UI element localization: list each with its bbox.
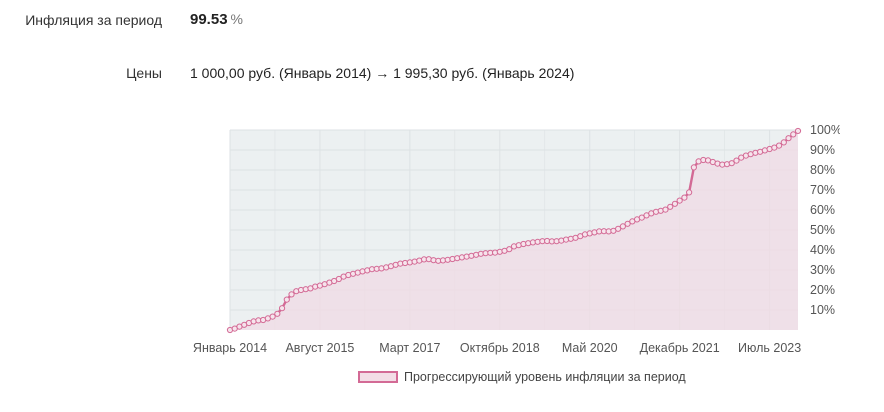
inflation-unit: % bbox=[230, 11, 243, 27]
x-tick-label: Июль 2023 bbox=[738, 341, 801, 355]
legend-swatch bbox=[358, 371, 398, 383]
prices-text: 1 000,00 руб. (Январь 2014) → 1 995,30 р… bbox=[190, 65, 575, 81]
data-point bbox=[690, 164, 697, 171]
series-area bbox=[230, 130, 798, 330]
data-point bbox=[775, 142, 783, 149]
data-point bbox=[686, 189, 693, 196]
inflation-chart-svg: 10% 20% 30% 40% 50% 60% 70% 80% 90% 100% Январь 20… bbox=[193, 123, 842, 355]
inflation-chart: 10% 20% 30% 40% 50% 60% 70% 80% 90% 100% Январь 20… bbox=[180, 118, 842, 408]
y-tick-label: 30% bbox=[810, 263, 835, 277]
data-point bbox=[615, 225, 622, 232]
y-tick-label: 50% bbox=[810, 223, 835, 237]
data-point bbox=[506, 246, 513, 253]
x-tick-label: Январь 2014 bbox=[193, 341, 267, 355]
y-tick-label: 60% bbox=[810, 203, 835, 217]
y-tick-label: 80% bbox=[810, 163, 835, 177]
y-tick-label: 70% bbox=[810, 183, 835, 197]
data-point bbox=[283, 296, 290, 303]
inflation-result: 99.53% bbox=[190, 11, 243, 28]
data-point bbox=[728, 160, 735, 167]
data-point bbox=[667, 203, 674, 210]
chart-legend[interactable]: Прогрессирующий уровень инфляции за пери… bbox=[358, 370, 686, 384]
x-tick-label: Октябрь 2018 bbox=[460, 341, 540, 355]
data-point bbox=[671, 200, 679, 207]
y-tick-label: 100% bbox=[810, 123, 840, 137]
inflation-label: Инфляция за период bbox=[25, 12, 162, 28]
x-tick-label: Март 2017 bbox=[379, 341, 440, 355]
x-tick-label: Май 2020 bbox=[562, 341, 618, 355]
data-point bbox=[288, 291, 295, 298]
data-point bbox=[794, 127, 802, 135]
data-point bbox=[676, 197, 683, 204]
inflation-value: 99.53 bbox=[190, 11, 228, 28]
data-point bbox=[780, 139, 787, 146]
y-tick-label: 40% bbox=[810, 243, 835, 257]
data-point bbox=[274, 310, 281, 317]
data-point bbox=[335, 275, 342, 283]
prices-label: Цены bbox=[126, 65, 162, 81]
data-point bbox=[619, 223, 626, 230]
data-point bbox=[269, 313, 276, 320]
legend-label: Прогрессирующий уровень инфляции за пери… bbox=[404, 370, 686, 384]
y-tick-label: 90% bbox=[810, 143, 835, 157]
x-tick-label: Декабрь 2021 bbox=[640, 341, 720, 355]
data-point bbox=[681, 194, 688, 201]
y-tick-label: 10% bbox=[810, 303, 835, 317]
data-point bbox=[785, 135, 792, 142]
data-point bbox=[278, 305, 286, 312]
x-tick-label: Август 2015 bbox=[285, 341, 354, 355]
data-point bbox=[733, 157, 740, 164]
y-tick-label: 20% bbox=[810, 283, 835, 297]
data-point bbox=[790, 131, 797, 138]
data-point bbox=[662, 206, 669, 213]
data-point bbox=[624, 220, 631, 227]
